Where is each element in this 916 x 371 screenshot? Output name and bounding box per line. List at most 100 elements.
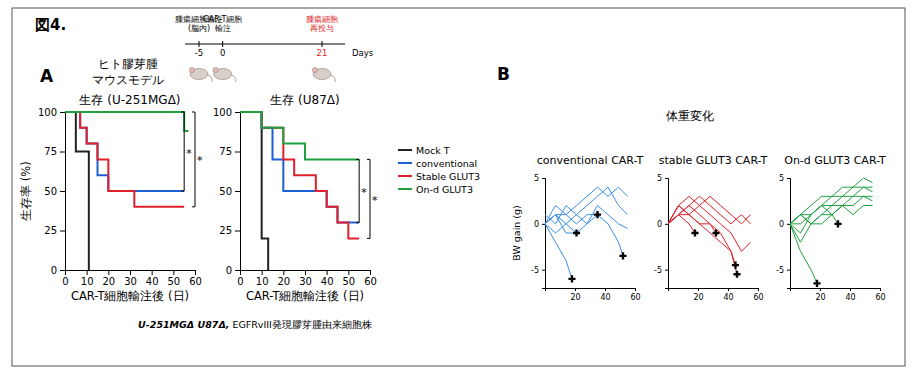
tick-mark	[850, 288, 851, 291]
chart-title: On-d GLUT3 CAR-T	[784, 154, 886, 167]
tick: -5	[531, 266, 545, 275]
y-axis-title: BW gain (g)	[511, 205, 522, 261]
tick-label: 10	[256, 276, 269, 287]
marker	[813, 280, 820, 287]
figure-title: 図4.	[35, 16, 66, 34]
tick: 60	[630, 288, 640, 302]
series-line	[545, 215, 577, 233]
panel-label: A	[40, 66, 54, 86]
significance-bracket	[356, 159, 359, 222]
significance-bracket	[367, 159, 370, 238]
significance-bracket	[181, 112, 184, 191]
tick: -5	[776, 266, 790, 275]
plot-area	[65, 112, 189, 270]
series-line	[790, 196, 873, 224]
marker	[834, 220, 841, 227]
plot-area	[240, 112, 359, 270]
tick: 20	[102, 270, 115, 287]
series-line	[790, 178, 873, 224]
axis-line	[60, 113, 66, 271]
tick: 25	[219, 225, 240, 236]
tick: 60	[875, 288, 885, 302]
axis-line	[791, 289, 881, 292]
legend-swatch	[398, 175, 412, 177]
significance-label: *	[186, 147, 192, 160]
series-line	[790, 196, 873, 242]
tick-label: 100	[213, 107, 232, 118]
tick-mark	[235, 231, 240, 232]
tick-label: 60	[753, 293, 763, 302]
model-label: マウスモデル	[92, 73, 164, 87]
axis-line	[241, 271, 371, 276]
series-line	[65, 112, 189, 131]
tick: -5	[654, 266, 668, 275]
marker	[594, 211, 601, 218]
timeline-tick	[199, 41, 200, 47]
chart-title: conventional CAR-T	[537, 154, 644, 167]
timeline-axis	[185, 44, 345, 45]
tick-mark	[542, 224, 545, 225]
legend-entry: On-d GLUT3	[416, 184, 473, 195]
series-line	[790, 187, 873, 224]
legend: Mock TconventionalStable GLUT3On-d GLUT3	[398, 145, 480, 195]
series-line	[668, 206, 716, 234]
timeline-unit: Days	[352, 48, 374, 58]
tick: 0	[779, 220, 790, 229]
series-line	[668, 206, 737, 275]
tick: 20	[815, 288, 825, 302]
marker	[712, 229, 719, 236]
tick-mark	[542, 178, 545, 179]
tick-label: 60	[630, 293, 640, 302]
tick: 40	[723, 288, 733, 302]
tick-mark	[60, 112, 65, 113]
tick-mark	[173, 270, 174, 275]
legend-swatch	[398, 162, 412, 164]
tick: 50	[342, 270, 355, 287]
tick: 30	[124, 270, 137, 287]
tick: 50	[167, 270, 180, 287]
panel-title: 体重変化	[666, 109, 714, 123]
axis: -505	[531, 174, 545, 288]
tick-label: 25	[44, 225, 57, 236]
tick-label: 0	[51, 265, 57, 276]
tick-mark	[235, 152, 240, 153]
legend-swatch	[398, 149, 412, 151]
tick-mark	[820, 288, 821, 291]
axis-line	[669, 289, 759, 292]
timeline-day: 0	[220, 48, 225, 58]
tick-mark	[60, 191, 65, 192]
series-line	[240, 112, 359, 223]
axis: 204060	[546, 288, 641, 302]
tick: 10	[81, 270, 94, 287]
tick-label: -5	[654, 266, 662, 275]
series-line	[790, 224, 817, 284]
tick: 5	[779, 174, 790, 183]
mouse-icon	[213, 67, 236, 82]
tick-label: 0	[62, 276, 68, 287]
marker	[619, 252, 626, 259]
axis: 204060	[791, 288, 886, 302]
tick-label: 40	[321, 276, 334, 287]
axis-line	[787, 179, 791, 289]
axis-line	[66, 271, 196, 276]
tick-label: 5	[779, 174, 784, 183]
tick: 50	[44, 186, 65, 197]
tick: 40	[600, 288, 610, 302]
tick-label: 20	[277, 276, 290, 287]
tick-mark	[728, 288, 729, 291]
tick-mark	[787, 224, 790, 225]
tick-mark	[787, 178, 790, 179]
timeline-label: CAR-T細胞	[203, 15, 242, 24]
tick: 50	[219, 186, 240, 197]
tick-mark	[130, 270, 131, 275]
tick-mark	[60, 270, 65, 271]
series-line	[65, 112, 184, 191]
series-line	[545, 224, 572, 279]
chart: 01020304050600255075100**生存 (U87Δ)CAR-T細…	[213, 93, 378, 303]
tick-label: 20	[693, 293, 703, 302]
mouse-icon	[189, 67, 212, 82]
series-line	[668, 215, 736, 265]
tick-label: 10	[81, 276, 94, 287]
tick: 40	[146, 270, 159, 287]
tick-label: 75	[44, 146, 57, 157]
